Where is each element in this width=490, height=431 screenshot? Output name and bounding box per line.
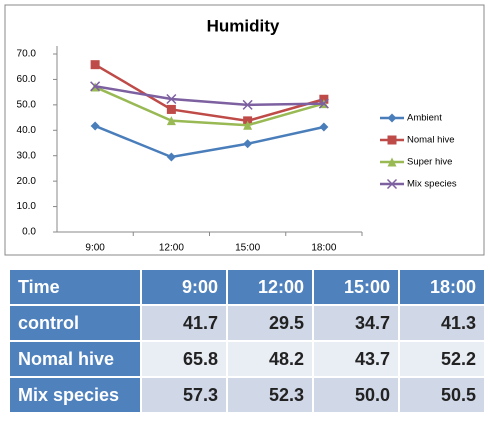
table-cell: 34.7: [314, 306, 398, 340]
data-point: [90, 60, 100, 70]
table-cell: 50.0: [314, 378, 398, 412]
data-point: [166, 93, 177, 105]
table-row: Nomal hive 65.8 48.2 43.7 52.2: [10, 342, 484, 376]
table-cell: Nomal hive: [10, 342, 140, 376]
y-tick-label: 50.0: [17, 99, 37, 110]
y-tick-label: 60.0: [17, 74, 37, 85]
data-point: [166, 116, 176, 126]
table-cell: 29.5: [228, 306, 312, 340]
table-cell: 65.8: [142, 342, 226, 376]
y-tick-label: 40.0: [17, 125, 37, 136]
y-tick-label: 0.0: [22, 227, 36, 238]
data-point: [90, 121, 100, 131]
chart: Humidity 0.0 10.0 20.0 30.0 40.0 50.0 60.0 70.0…: [4, 4, 485, 256]
table-cell: 52.2: [400, 342, 484, 376]
legend-marker: [387, 135, 397, 145]
legend-label: Mix species: [407, 179, 457, 190]
table-cell: 15:00: [314, 270, 398, 304]
y-tick-label: 10.0: [17, 201, 37, 212]
legend-label: Ambient: [407, 113, 442, 124]
data-point: [243, 139, 253, 149]
data-table: Time 9:00 12:00 15:00 18:00 control 41.7 29.5 34…: [8, 268, 486, 414]
table-cell: Time: [10, 270, 140, 304]
chart-title: Humidity: [207, 16, 280, 35]
table-cell: 41.3: [400, 306, 484, 340]
table-cell: 57.3: [142, 378, 226, 412]
table-cell: 41.7: [142, 306, 226, 340]
legend-marker: [387, 113, 397, 123]
data-point: [166, 104, 176, 114]
data-point: [90, 81, 101, 92]
table-cell: 50.5: [400, 378, 484, 412]
table-cell: 52.3: [228, 378, 312, 412]
data-point: [166, 152, 176, 162]
table-cell: 43.7: [314, 342, 398, 376]
x-tick-label: 18:00: [311, 243, 336, 254]
legend-label: Nomal hive: [407, 135, 455, 146]
table-cell: 12:00: [228, 270, 312, 304]
table-cell: 48.2: [228, 342, 312, 376]
series-line: [94, 85, 324, 107]
table-row: control 41.7 29.5 34.7 41.3: [10, 306, 484, 340]
legend-label: Super hive: [407, 157, 452, 168]
series-line: [94, 63, 325, 123]
table-cell: 9:00: [142, 270, 226, 304]
legend-marker: [387, 157, 397, 167]
legend-marker: [386, 178, 398, 190]
table-row: Mix species 57.3 52.3 50.0 50.5: [10, 378, 484, 412]
table-row: Time 9:00 12:00 15:00 18:00: [10, 270, 484, 304]
data-point: [243, 120, 253, 130]
table-cell: Mix species: [10, 378, 140, 412]
y-tick-label: 30.0: [17, 150, 37, 161]
data-point: [242, 99, 253, 110]
x-tick-label: 9:00: [85, 243, 105, 254]
table-cell: 18:00: [400, 270, 484, 304]
x-tick-label: 15:00: [235, 243, 260, 254]
table-cell: control: [10, 306, 140, 340]
data-point: [319, 122, 329, 132]
data-point: [318, 98, 329, 109]
series-line: [94, 85, 325, 127]
x-tick-label: 12:00: [159, 243, 184, 254]
series-line: [94, 124, 325, 159]
y-tick-label: 70.0: [17, 49, 37, 60]
y-tick-label: 20.0: [17, 176, 37, 187]
